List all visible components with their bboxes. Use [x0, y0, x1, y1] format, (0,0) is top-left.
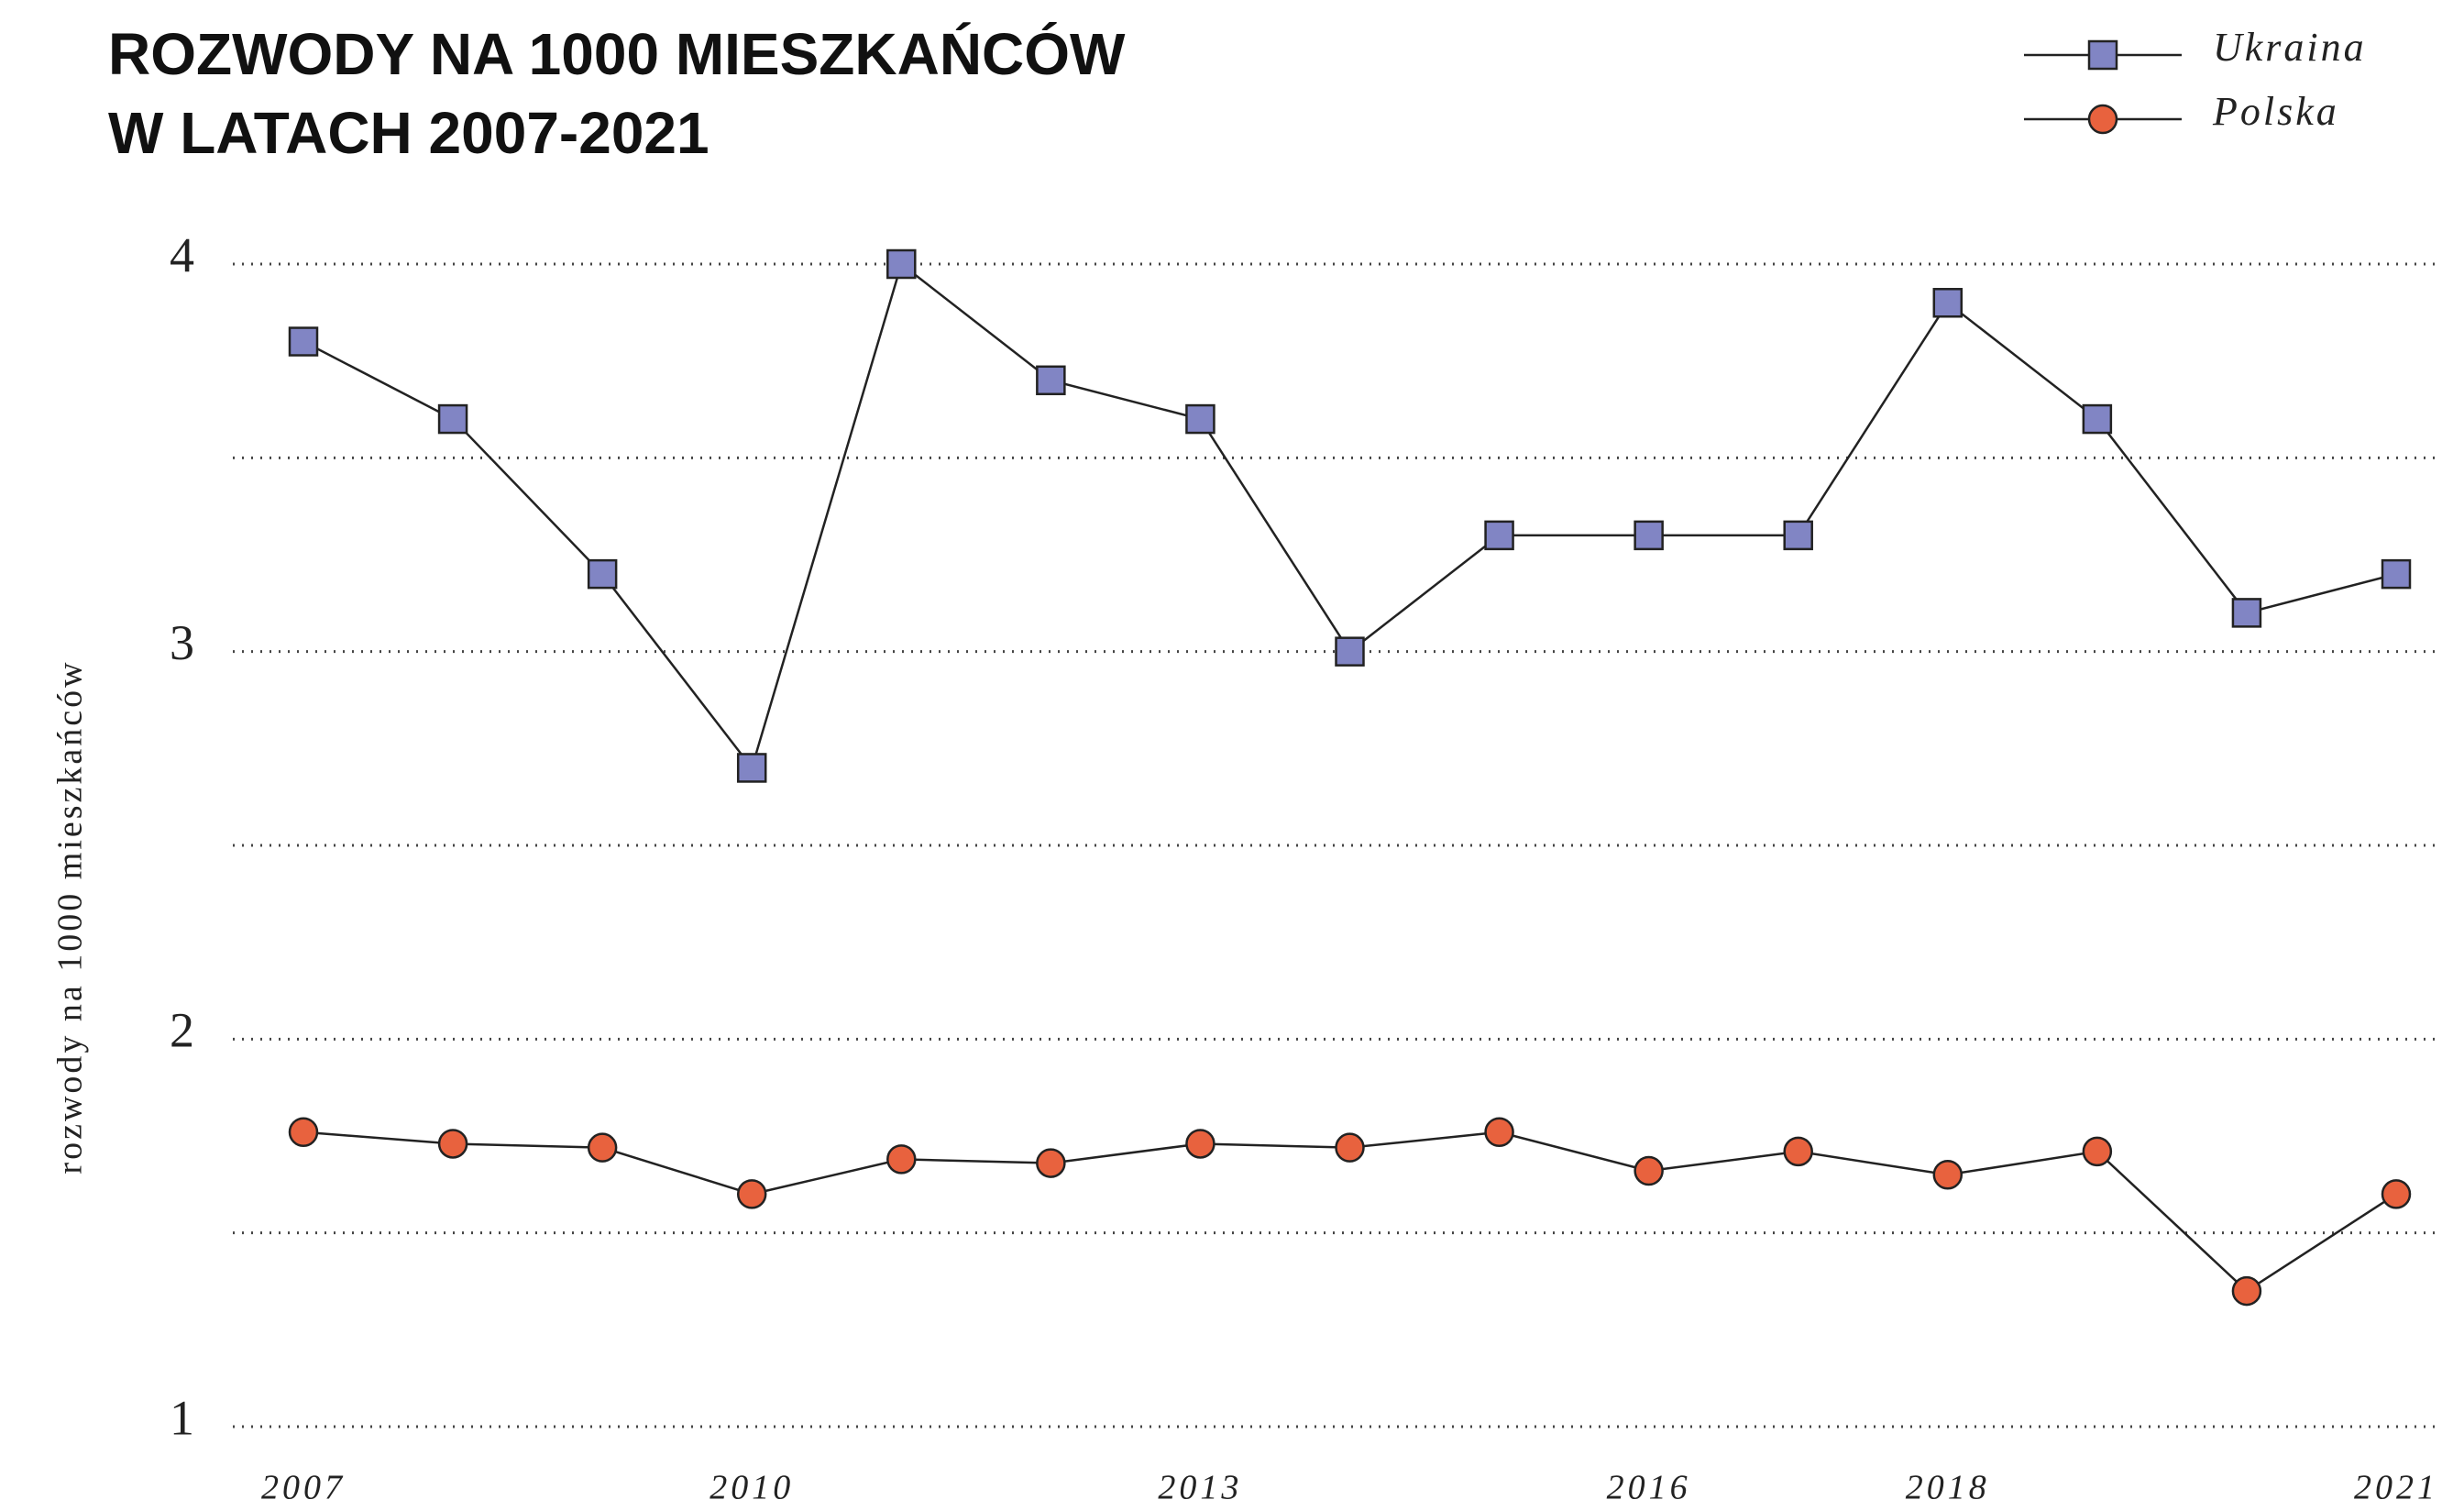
data-point	[2381, 1179, 2412, 1209]
data-point	[1036, 1148, 1066, 1178]
data-point	[2231, 1275, 2262, 1307]
data-point	[1634, 1155, 1664, 1186]
data-point	[1634, 520, 1664, 551]
y-tick-label: 3	[170, 615, 194, 670]
data-point	[1932, 288, 1964, 318]
x-tick-label: 2013	[1158, 1469, 1242, 1507]
legend-label: Polska	[2212, 89, 2339, 134]
y-tick-label: 2	[170, 1003, 194, 1058]
x-tick-label: 2016	[1607, 1469, 1691, 1507]
data-point	[2381, 558, 2412, 590]
data-point	[1932, 1160, 1964, 1190]
data-point	[1783, 1136, 1813, 1167]
data-point	[587, 1132, 618, 1163]
data-point	[1783, 520, 1813, 551]
data-point	[1335, 636, 1365, 667]
legend-label: Ukraina	[2213, 25, 2367, 70]
data-point	[886, 1144, 917, 1175]
data-point	[1484, 520, 1514, 551]
data-point	[1185, 1129, 1216, 1159]
legend-marker	[2087, 104, 2118, 135]
y-tick-label: 4	[170, 227, 194, 282]
data-point	[1185, 403, 1216, 435]
x-tick-label: 2007	[261, 1469, 346, 1507]
data-point	[437, 403, 468, 435]
data-point	[437, 1129, 468, 1159]
x-tick-label: 2021	[2354, 1469, 2438, 1507]
chart-title: W LATACH 2007-2021	[108, 100, 710, 166]
data-point	[736, 1179, 767, 1209]
y-axis-label: rozwody na 1000 mieszkańców	[51, 659, 90, 1174]
x-tick-label: 2018	[1906, 1469, 1990, 1507]
data-point	[1335, 1132, 1365, 1163]
data-point	[2082, 1136, 2113, 1167]
data-point	[736, 753, 767, 783]
chart-title: ROZWODY NA 1000 MIESZKAŃCÓW	[108, 21, 1126, 87]
data-point	[2082, 403, 2113, 435]
legend-marker	[2087, 39, 2118, 71]
y-tick-label: 1	[170, 1390, 194, 1445]
data-point	[1036, 365, 1066, 396]
data-point	[587, 558, 618, 590]
data-point	[288, 326, 319, 357]
data-point	[1484, 1117, 1514, 1148]
data-point	[288, 1117, 319, 1148]
series-line	[302, 261, 2397, 771]
data-point	[2231, 598, 2262, 628]
x-tick-label: 2010	[710, 1469, 794, 1507]
data-point	[886, 248, 917, 280]
